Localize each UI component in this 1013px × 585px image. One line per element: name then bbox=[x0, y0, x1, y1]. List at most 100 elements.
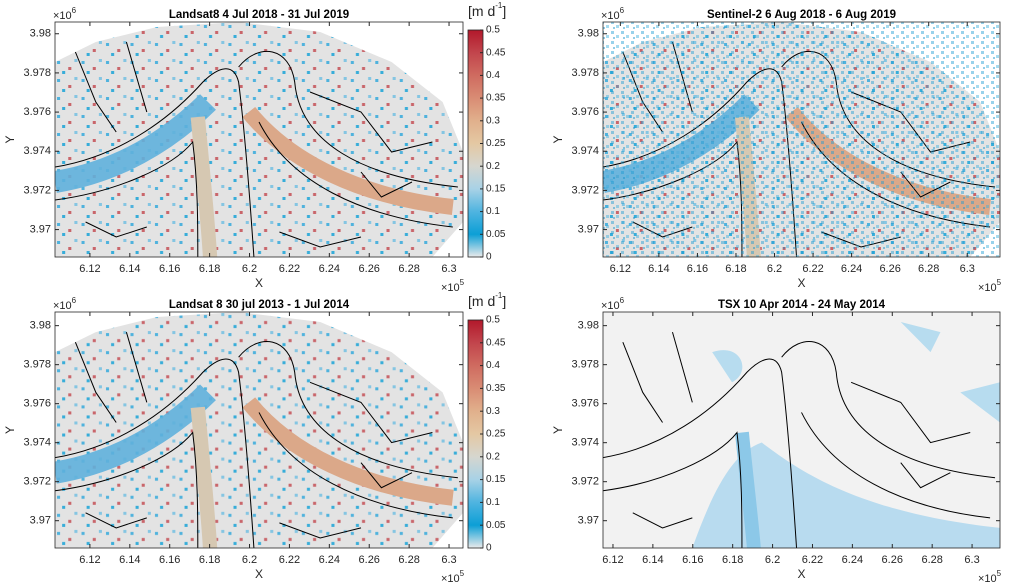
x-axis-label: X bbox=[255, 567, 263, 581]
map-overlay bbox=[603, 22, 1000, 257]
colorbar-label: [m d-1] bbox=[468, 291, 506, 309]
x-tick-label: 6.28 bbox=[398, 263, 419, 275]
x-tick-label: 6.24 bbox=[319, 263, 340, 275]
x-tick-label: 6.18 bbox=[199, 263, 220, 275]
y-tick-label: 3.978 bbox=[571, 359, 599, 371]
colorbar-tick-label: 0.05 bbox=[486, 520, 506, 531]
x-tick-label: 6.28 bbox=[398, 554, 419, 566]
x-tick-label: 6.16 bbox=[159, 263, 180, 275]
x-exponent: ×105 bbox=[441, 278, 465, 294]
x-axis-label: X bbox=[797, 567, 805, 581]
x-tick-label: 6.26 bbox=[879, 263, 900, 275]
colorbar-tick-label: 0.45 bbox=[486, 337, 506, 348]
y-tick-label: 3.978 bbox=[23, 359, 51, 371]
x-tick-label: 6.3 bbox=[960, 263, 975, 275]
y-exponent: ×106 bbox=[53, 6, 77, 22]
exponent-base: ×10 bbox=[601, 10, 620, 22]
exponent-power: 5 bbox=[460, 569, 465, 578]
x-tick-label: 6.12 bbox=[79, 263, 100, 275]
exponent-power: 6 bbox=[72, 6, 77, 15]
x-tick-label: 6.2 bbox=[242, 263, 257, 275]
y-tick-label: 3.972 bbox=[571, 476, 599, 488]
colorbar-tick-label: 0.3 bbox=[486, 115, 500, 126]
y-tick-label: 3.978 bbox=[571, 67, 599, 79]
x-tick-label: 6.24 bbox=[841, 263, 862, 275]
exponent-power: 6 bbox=[620, 296, 625, 305]
axes-box bbox=[54, 311, 464, 549]
colorbar-label-text: [m d bbox=[468, 3, 495, 19]
colorbar-label-text: [m d bbox=[468, 293, 495, 309]
x-tick-label: 6.26 bbox=[359, 554, 380, 566]
colorbar-label-power: -1 bbox=[495, 1, 503, 10]
colorbar-tick-label: 0.05 bbox=[486, 229, 506, 240]
x-tick-label: 6.3 bbox=[441, 554, 456, 566]
y-tick-label: 3.97 bbox=[30, 223, 51, 235]
exponent-base: ×10 bbox=[53, 300, 72, 312]
y-tick-label: 3.972 bbox=[23, 184, 51, 196]
x-tick-label: 6.22 bbox=[279, 263, 300, 275]
exponent-base: ×10 bbox=[978, 573, 997, 585]
y-axis-label: Y bbox=[551, 135, 565, 143]
colorbar-tick-label: 0 bbox=[486, 543, 492, 554]
map-image bbox=[603, 312, 1000, 548]
x-tick-label: 6.12 bbox=[79, 554, 100, 566]
colorbar-tick-label: 0.1 bbox=[486, 206, 500, 217]
x-axis-label: X bbox=[797, 276, 805, 290]
y-tick-label: 3.97 bbox=[30, 515, 51, 527]
axes-box bbox=[602, 311, 1001, 549]
exponent-base: ×10 bbox=[441, 282, 460, 294]
x-tick-label: 6.2 bbox=[242, 554, 257, 566]
y-tick-label: 3.972 bbox=[23, 476, 51, 488]
colorbar-tick-label: 0.25 bbox=[486, 138, 506, 149]
x-tick-label: 6.22 bbox=[279, 554, 300, 566]
chart-title: TSX 10 Apr 2014 - 24 May 2014 bbox=[718, 299, 886, 311]
colorbar-label-end: ] bbox=[502, 3, 506, 19]
colorbar-tick-label: 0.5 bbox=[486, 315, 500, 326]
exponent-power: 5 bbox=[460, 278, 465, 287]
map-image bbox=[55, 22, 463, 257]
colorbar-label: [m d-1] bbox=[468, 1, 506, 19]
x-tick-label: 6.26 bbox=[882, 554, 903, 566]
colorbar-label-power: -1 bbox=[495, 291, 503, 300]
x-tick-label: 6.28 bbox=[921, 554, 942, 566]
y-tick-label: 3.974 bbox=[571, 145, 599, 157]
chart-title: Landsat8 4 Jul 2018 - 31 Jul 2019 bbox=[169, 9, 349, 21]
x-exponent: ×105 bbox=[978, 278, 1002, 294]
x-tick-label: 6.22 bbox=[802, 263, 823, 275]
y-tick-label: 3.976 bbox=[571, 106, 599, 118]
axes-box bbox=[602, 21, 1001, 258]
chart-title: Landsat 8 30 jul 2013 - 1 Jul 2014 bbox=[169, 299, 350, 311]
y-tick-label: 3.974 bbox=[23, 437, 51, 449]
y-axis-label: Y bbox=[551, 426, 565, 434]
colorbar-tick-label: 0.4 bbox=[486, 360, 500, 371]
colorbar-tick-label: 0.2 bbox=[486, 161, 500, 172]
colorbar-tick-label: 0.1 bbox=[486, 497, 500, 508]
y-tick-label: 3.976 bbox=[23, 398, 51, 410]
y-tick-label: 3.98 bbox=[30, 28, 51, 40]
y-tick-label: 3.976 bbox=[571, 398, 599, 410]
y-tick-label: 3.974 bbox=[571, 437, 599, 449]
colorbar-tick-label: 0.3 bbox=[486, 406, 500, 417]
exponent-power: 6 bbox=[620, 6, 625, 15]
x-tick-label: 6.16 bbox=[159, 554, 180, 566]
y-tick-label: 3.974 bbox=[23, 145, 51, 157]
y-axis-label: Y bbox=[3, 135, 17, 143]
exponent-base: ×10 bbox=[601, 300, 620, 312]
x-tick-label: 6.14 bbox=[648, 263, 669, 275]
x-tick-label: 6.18 bbox=[199, 554, 220, 566]
map-image bbox=[55, 312, 463, 548]
x-tick-label: 6.2 bbox=[767, 263, 782, 275]
exponent-power: 5 bbox=[997, 278, 1002, 287]
y-tick-label: 3.976 bbox=[23, 106, 51, 118]
x-tick-label: 6.2 bbox=[765, 554, 780, 566]
y-exponent: ×106 bbox=[601, 296, 625, 312]
x-tick-label: 6.12 bbox=[602, 554, 623, 566]
colorbar-tick-label: 0.2 bbox=[486, 451, 500, 462]
x-tick-label: 6.24 bbox=[842, 554, 863, 566]
x-tick-label: 6.14 bbox=[642, 554, 663, 566]
x-tick-label: 6.26 bbox=[359, 263, 380, 275]
y-exponent: ×106 bbox=[53, 296, 77, 312]
x-tick-label: 6.12 bbox=[610, 263, 631, 275]
colorbar-tick-label: 0.25 bbox=[486, 429, 506, 440]
